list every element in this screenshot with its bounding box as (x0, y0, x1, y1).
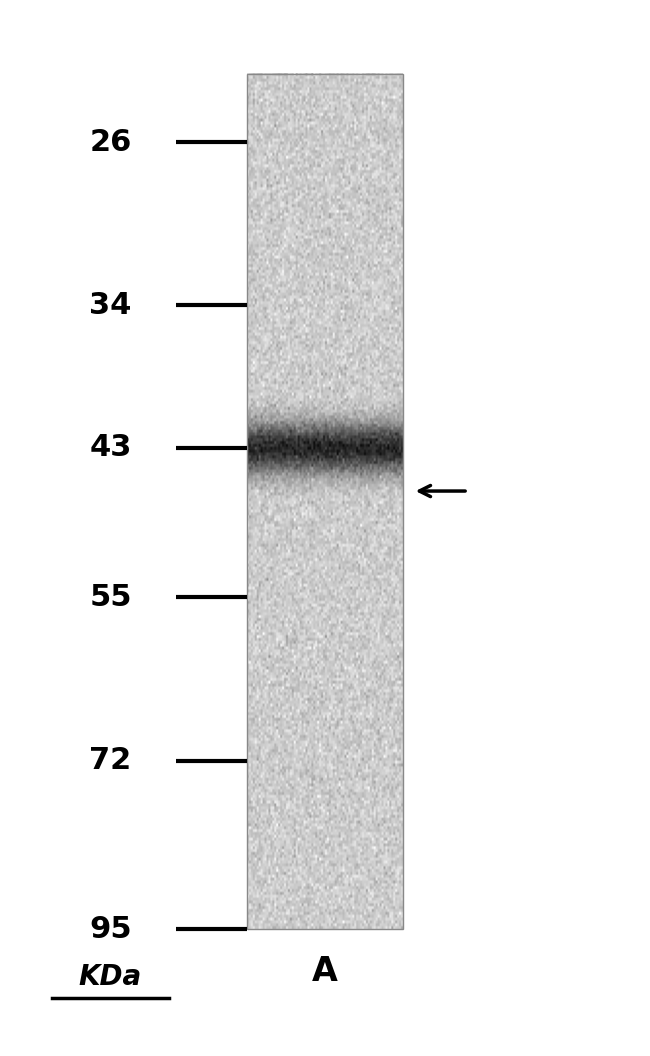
Text: 26: 26 (89, 128, 132, 157)
Bar (247, 74, 403, 929)
Text: 43: 43 (89, 433, 132, 463)
Text: KDa: KDa (79, 963, 142, 991)
Text: 34: 34 (89, 290, 132, 320)
Text: A: A (312, 955, 338, 988)
Text: 72: 72 (90, 747, 131, 775)
Text: 55: 55 (89, 583, 132, 611)
Text: 95: 95 (89, 914, 132, 944)
